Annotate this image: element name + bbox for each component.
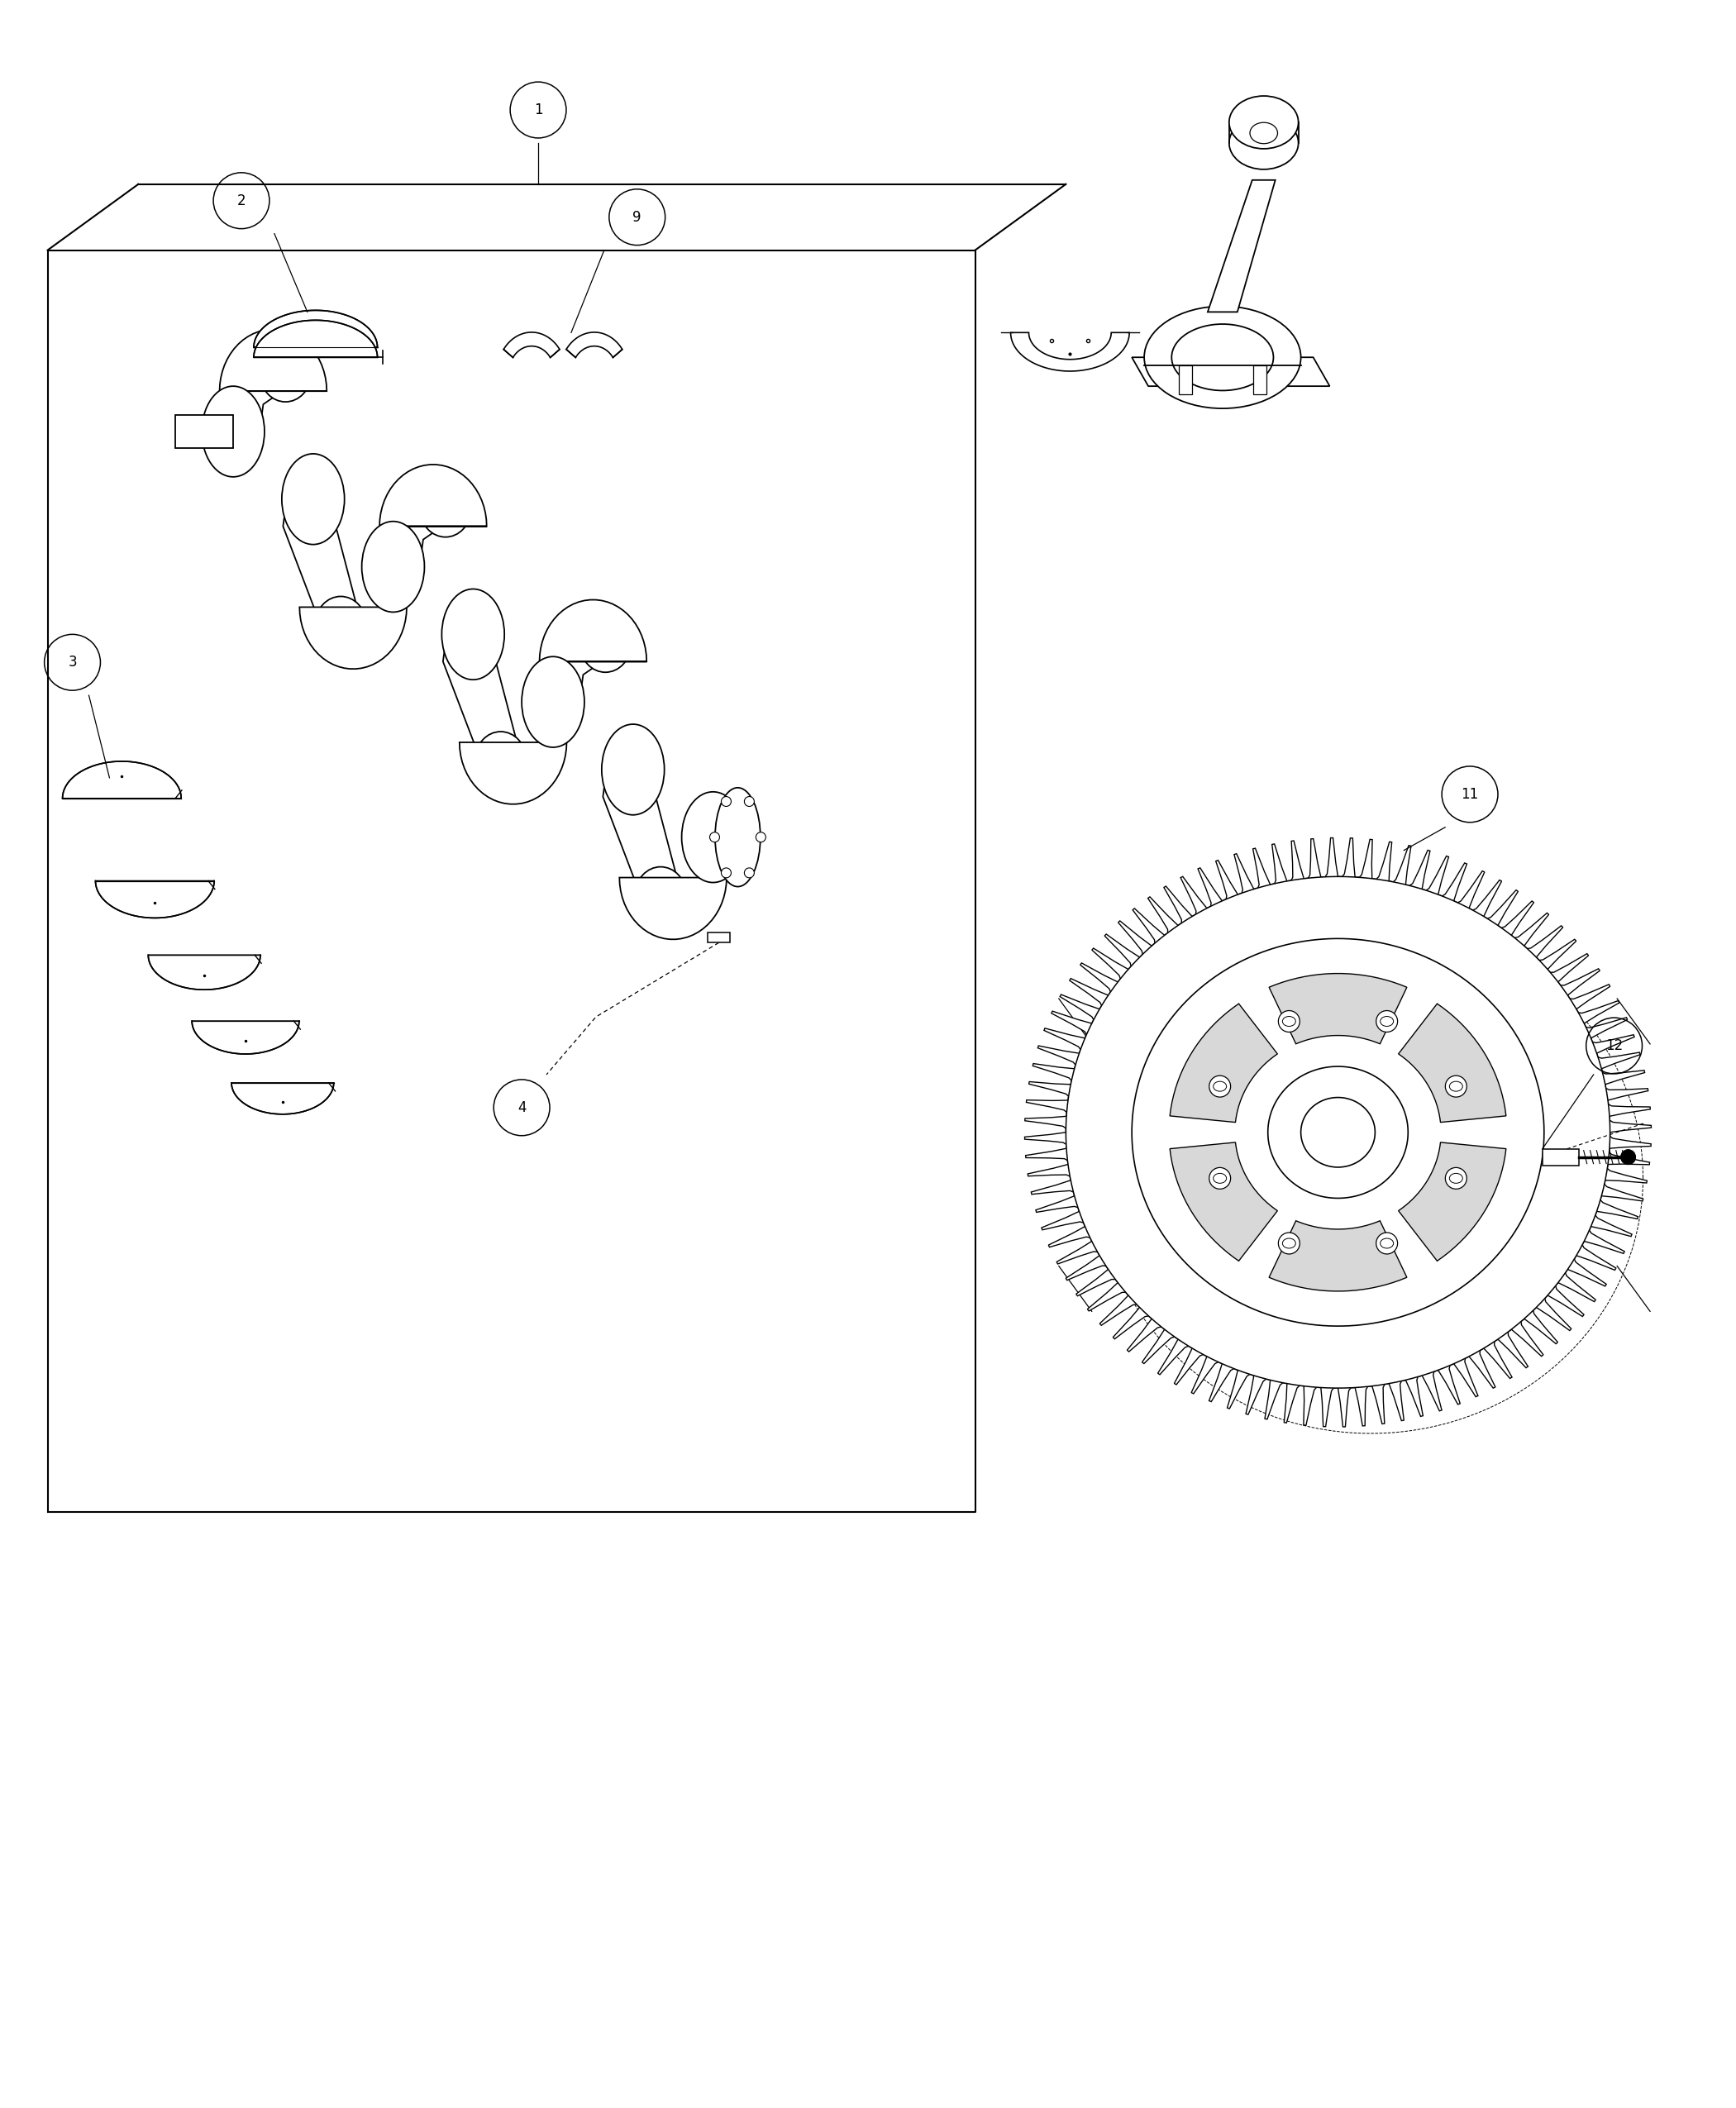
Bar <box>1179 365 1193 394</box>
Polygon shape <box>366 510 465 567</box>
Ellipse shape <box>476 731 526 786</box>
Circle shape <box>710 833 720 841</box>
Text: 4: 4 <box>517 1100 526 1115</box>
Polygon shape <box>1024 837 1651 1427</box>
Polygon shape <box>602 769 681 894</box>
Polygon shape <box>1269 974 1406 1043</box>
Ellipse shape <box>1213 1174 1226 1183</box>
Polygon shape <box>193 1020 299 1054</box>
Ellipse shape <box>1450 1174 1463 1183</box>
Polygon shape <box>231 1084 333 1115</box>
Polygon shape <box>175 415 233 449</box>
Circle shape <box>755 833 766 841</box>
Polygon shape <box>1208 179 1276 312</box>
Bar <box>1253 365 1266 394</box>
Polygon shape <box>540 601 646 662</box>
Text: 3: 3 <box>68 656 76 670</box>
Text: 11: 11 <box>1462 786 1479 801</box>
Ellipse shape <box>1229 97 1299 150</box>
Circle shape <box>1278 1233 1300 1254</box>
Bar <box>707 934 731 942</box>
Polygon shape <box>1170 1003 1278 1121</box>
Ellipse shape <box>1380 1016 1394 1027</box>
Text: 1: 1 <box>533 103 543 118</box>
Ellipse shape <box>260 348 311 403</box>
Circle shape <box>1621 1149 1635 1164</box>
Polygon shape <box>219 329 326 392</box>
Polygon shape <box>1269 1221 1406 1292</box>
Text: 9: 9 <box>634 209 642 226</box>
Polygon shape <box>1066 877 1609 1387</box>
Ellipse shape <box>523 656 585 748</box>
Polygon shape <box>62 761 181 799</box>
Ellipse shape <box>682 793 745 883</box>
Ellipse shape <box>635 866 686 921</box>
Ellipse shape <box>580 618 630 672</box>
Polygon shape <box>253 310 377 348</box>
Ellipse shape <box>1450 1081 1463 1092</box>
Ellipse shape <box>1172 325 1274 390</box>
Ellipse shape <box>602 725 665 816</box>
Polygon shape <box>207 375 306 432</box>
Ellipse shape <box>1213 1081 1226 1092</box>
Circle shape <box>1377 1010 1397 1033</box>
Circle shape <box>720 797 731 807</box>
Polygon shape <box>1132 938 1543 1326</box>
Ellipse shape <box>1283 1237 1295 1248</box>
Polygon shape <box>460 742 566 803</box>
Circle shape <box>1210 1168 1231 1189</box>
Polygon shape <box>300 607 406 668</box>
Circle shape <box>1446 1168 1467 1189</box>
Polygon shape <box>566 333 621 358</box>
Ellipse shape <box>1229 116 1299 169</box>
Polygon shape <box>283 500 361 624</box>
Circle shape <box>745 797 753 807</box>
Text: 2: 2 <box>238 194 247 209</box>
Ellipse shape <box>281 453 344 544</box>
Ellipse shape <box>201 386 264 476</box>
Polygon shape <box>1267 1067 1408 1197</box>
Circle shape <box>1278 1010 1300 1033</box>
Polygon shape <box>253 320 377 358</box>
Polygon shape <box>1010 333 1130 371</box>
Ellipse shape <box>1283 1016 1295 1027</box>
Polygon shape <box>1399 1003 1507 1121</box>
Circle shape <box>1210 1075 1231 1096</box>
Ellipse shape <box>715 788 760 887</box>
Circle shape <box>745 868 753 877</box>
Polygon shape <box>620 877 727 940</box>
Circle shape <box>720 868 731 877</box>
Ellipse shape <box>1144 306 1300 409</box>
Ellipse shape <box>1380 1237 1394 1248</box>
Ellipse shape <box>361 521 424 611</box>
Ellipse shape <box>316 597 366 651</box>
Ellipse shape <box>441 588 505 679</box>
Circle shape <box>1377 1233 1397 1254</box>
Ellipse shape <box>1250 122 1278 143</box>
Polygon shape <box>1399 1143 1507 1261</box>
Polygon shape <box>1542 1149 1578 1166</box>
Polygon shape <box>380 464 486 527</box>
Polygon shape <box>1170 1143 1278 1261</box>
Polygon shape <box>95 881 214 917</box>
Ellipse shape <box>420 483 470 538</box>
Polygon shape <box>1300 1098 1375 1168</box>
Polygon shape <box>443 635 521 759</box>
Polygon shape <box>148 955 260 989</box>
Circle shape <box>1446 1075 1467 1096</box>
Polygon shape <box>1132 358 1330 386</box>
Polygon shape <box>526 645 627 702</box>
Polygon shape <box>503 333 559 358</box>
Text: 12: 12 <box>1606 1039 1623 1054</box>
